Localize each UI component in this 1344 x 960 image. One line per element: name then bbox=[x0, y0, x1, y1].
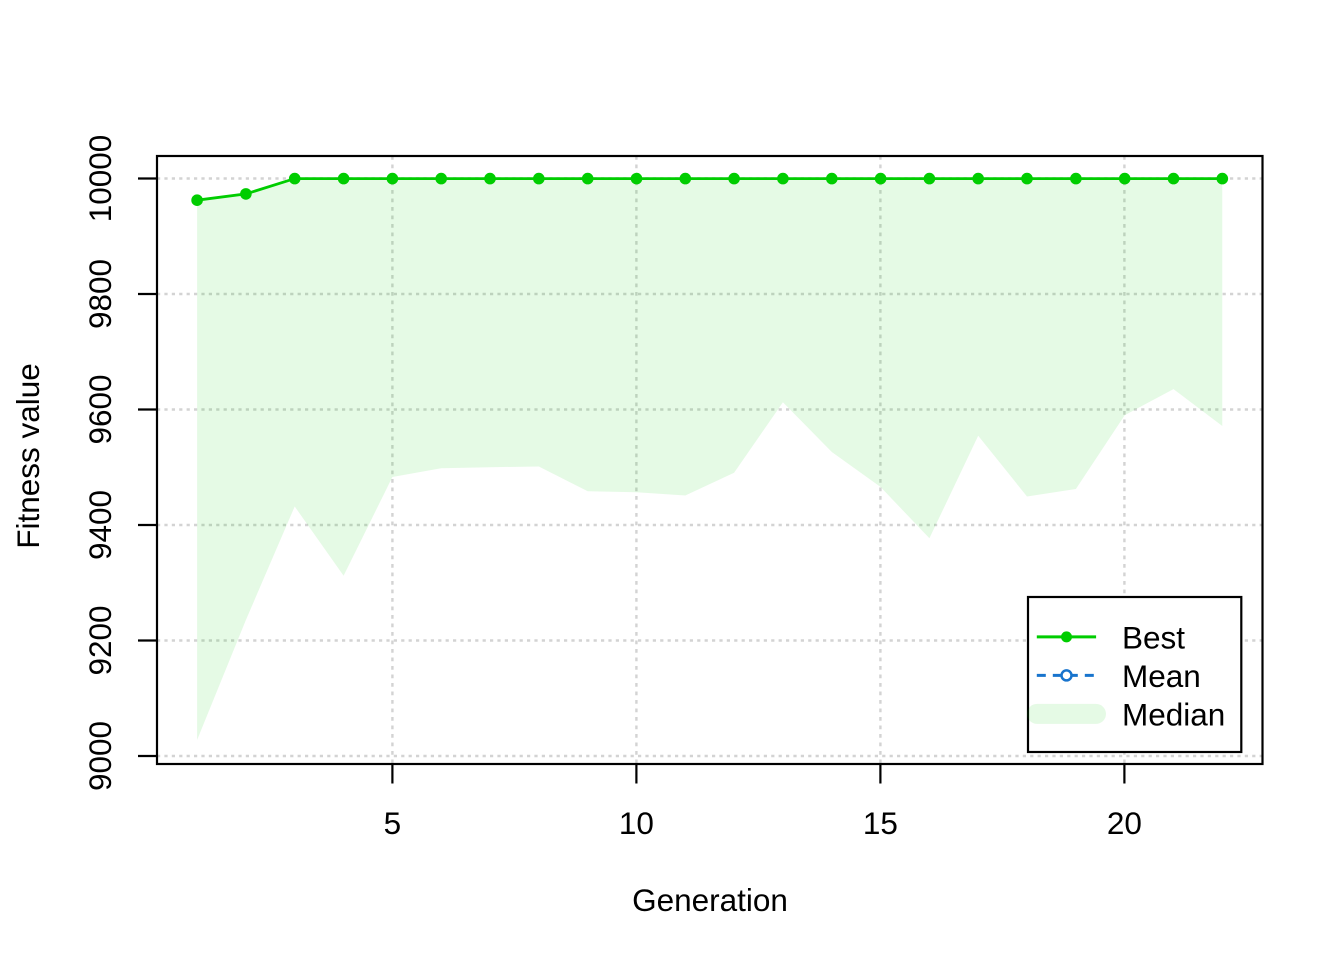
svg-text:20: 20 bbox=[1107, 805, 1142, 841]
svg-text:Fitness value: Fitness value bbox=[10, 363, 46, 549]
svg-text:10: 10 bbox=[619, 805, 654, 841]
svg-text:Mean: Mean bbox=[1122, 658, 1201, 694]
svg-text:9400: 9400 bbox=[82, 490, 118, 560]
svg-text:5: 5 bbox=[384, 805, 402, 841]
svg-text:9000: 9000 bbox=[82, 721, 118, 791]
svg-text:10000: 10000 bbox=[82, 135, 118, 223]
svg-text:9600: 9600 bbox=[82, 374, 118, 444]
svg-text:Best: Best bbox=[1122, 619, 1185, 655]
svg-text:Median: Median bbox=[1122, 696, 1225, 732]
svg-text:9200: 9200 bbox=[82, 605, 118, 675]
svg-text:Generation: Generation bbox=[632, 882, 788, 918]
svg-text:15: 15 bbox=[863, 805, 898, 841]
svg-text:9800: 9800 bbox=[82, 259, 118, 329]
